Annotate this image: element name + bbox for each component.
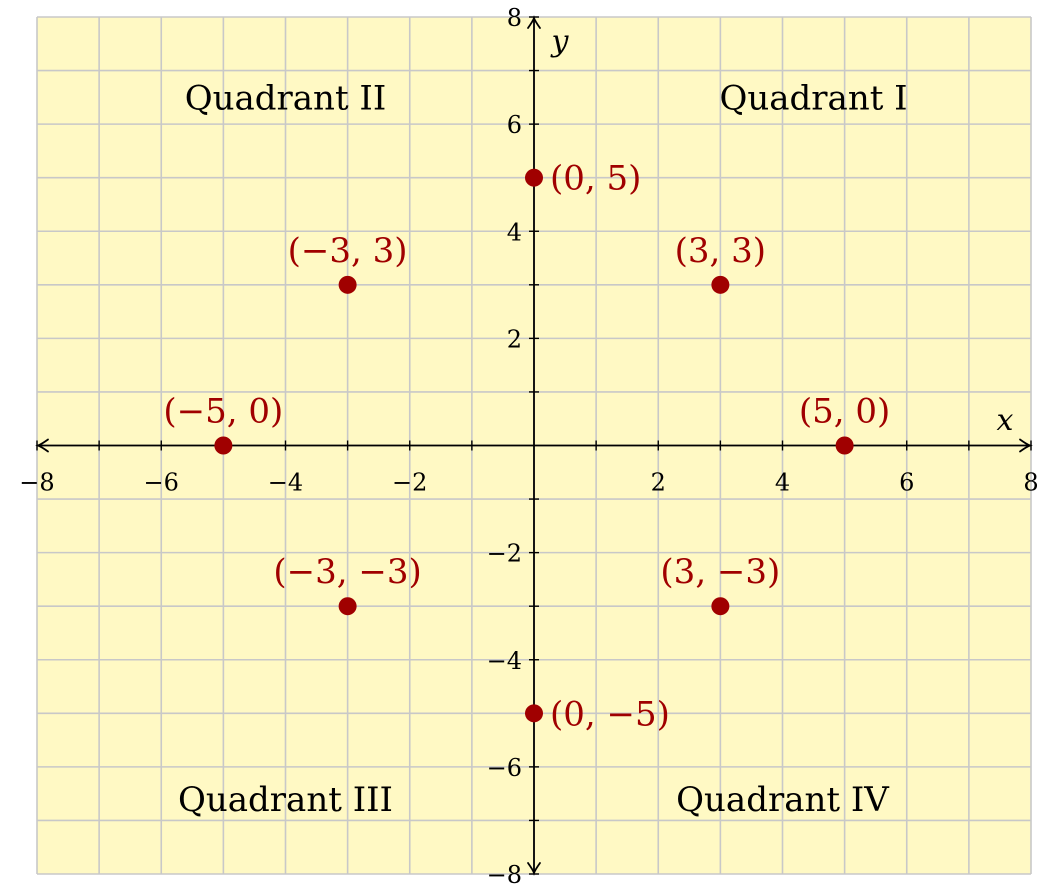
x-axis-arrow-right <box>1019 438 1033 453</box>
data-point <box>525 168 543 187</box>
x-tick-label: 8 <box>1023 469 1038 497</box>
quadrant-label: Quadrant I <box>719 78 907 118</box>
data-point-label: (3, 3) <box>675 231 766 271</box>
data-point <box>338 597 357 616</box>
y-tick-label: −6 <box>487 754 522 782</box>
x-tick-label: −6 <box>144 469 179 497</box>
quadrant-labels-layer: Quadrant I Quadrant II Quadrant III Quadran… <box>178 78 908 820</box>
x-tick-label: −2 <box>392 469 427 497</box>
x-tick-label: 4 <box>775 469 790 497</box>
x-tick-label: −8 <box>19 469 54 497</box>
data-point-label: (−5, 0) <box>163 392 283 432</box>
y-tick-label: 2 <box>507 325 522 353</box>
x-axis-label: x <box>997 403 1014 438</box>
y-tick-label: −2 <box>487 540 522 568</box>
tick-labels-layer: −8 −6 −4 −2 2 4 6 8 8 6 4 2 −2 −4 −6 −8 <box>19 4 1038 889</box>
quadrant-label: Quadrant II <box>185 78 387 118</box>
quadrant-label: Quadrant IV <box>676 780 890 820</box>
data-point-label: (5, 0) <box>799 392 890 432</box>
data-point <box>525 704 543 723</box>
data-point-label: (−3, −3) <box>273 552 421 592</box>
y-tick-label: −4 <box>487 647 522 675</box>
y-tick-label: 4 <box>507 218 522 246</box>
data-point <box>338 275 357 294</box>
quadrant-label: Quadrant III <box>178 780 393 820</box>
data-point-label: (0, 5) <box>550 159 641 199</box>
x-tick-label: 6 <box>899 469 914 497</box>
data-point <box>711 275 730 294</box>
y-axis-arrow-up <box>527 15 541 29</box>
axes-layer: xy <box>35 15 1033 876</box>
data-point <box>835 436 854 455</box>
data-point <box>711 597 730 616</box>
y-tick-label: −8 <box>487 861 522 889</box>
data-point-label: (0, −5) <box>550 694 670 734</box>
x-tick-label: 2 <box>651 469 666 497</box>
data-point <box>214 436 233 455</box>
points-layer: (0, 5) (−3, 3) (3, 3) (−5, 0) (5, 0) (−3, −3)… <box>163 159 890 735</box>
y-axis-arrow-down <box>527 862 541 876</box>
y-axis-label: y <box>550 24 570 59</box>
data-point-label: (3, −3) <box>660 552 780 592</box>
data-point-label: (−3, 3) <box>288 231 408 271</box>
y-tick-label: 6 <box>507 111 522 139</box>
x-tick-label: −4 <box>268 469 303 497</box>
x-axis-arrow-left <box>35 438 49 453</box>
y-tick-label: 8 <box>507 4 522 32</box>
